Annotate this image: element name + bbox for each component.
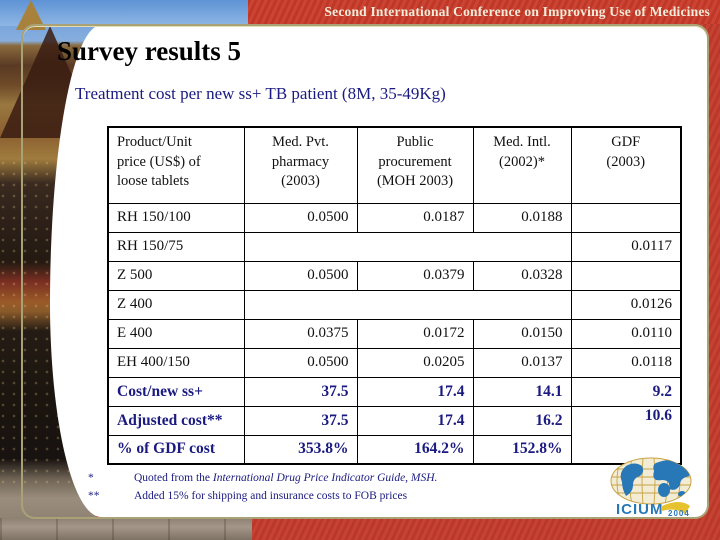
row-label: % of GDF cost: [107, 434, 245, 465]
table-row: Cost/new ss+ 37.5 17.4 14.1 9.2: [107, 376, 682, 407]
footnote-2: ** Added 15% for shipping and insurance …: [88, 488, 437, 506]
row-label: Z 400: [107, 289, 245, 320]
table-cell: 14.1: [472, 376, 572, 407]
table-row: RH 150/100 0.0500 0.0187 0.0188: [107, 202, 682, 233]
footnote-1: * Quoted from the International Drug Pri…: [88, 470, 437, 488]
table-cell: 0.0379: [356, 260, 474, 291]
cost-table: Product/Unit price (US$) of loose tablets M…: [107, 126, 682, 465]
table-cell: 0.0126: [570, 289, 682, 320]
row-label: RH 150/75: [107, 231, 245, 262]
cost-table-body: RH 150/100 0.0500 0.0187 0.0188 RH 150/75 0.0…: [107, 202, 682, 465]
table-cell: 164.2%: [356, 434, 474, 465]
table-cell: 0.0500: [243, 347, 358, 378]
table-row: Z 400 0.0126: [107, 289, 682, 320]
table-cell: [570, 260, 682, 291]
table-cell: 10.6: [570, 405, 682, 465]
column-header: Product/Unit price (US$) of loose tablets: [107, 126, 245, 204]
table-cell: 0.0110: [570, 318, 682, 349]
row-label: Adjusted cost**: [107, 405, 245, 436]
column-header: GDF (2003): [570, 126, 682, 204]
table-row: Z 500 0.0500 0.0379 0.0328: [107, 260, 682, 291]
row-label: RH 150/100: [107, 202, 245, 233]
table-cell: 17.4: [356, 405, 474, 436]
table-cell: 0.0172: [356, 318, 474, 349]
table-row: RH 150/75 0.0117: [107, 231, 682, 262]
table-cell: 0.0375: [243, 318, 358, 349]
column-header: Med. Intl. (2002)*: [472, 126, 572, 204]
footnote-2-marker: **: [88, 489, 100, 502]
conference-banner: Second International Conference on Impro…: [248, 0, 720, 24]
slide-subtitle: Treatment cost per new ss+ TB patient (8…: [75, 84, 446, 103]
page-title: Survey results 5: [57, 36, 242, 66]
table-cell: [243, 231, 572, 262]
row-label: E 400: [107, 318, 245, 349]
conference-banner-text: Second International Conference on Impro…: [324, 4, 710, 19]
footnote-1-marker: *: [88, 472, 94, 484]
table-row: Adjusted cost** 37.5 17.4 16.2 10.6: [107, 405, 682, 465]
row-label: Z 500: [107, 260, 245, 291]
row-label: EH 400/150: [107, 347, 245, 378]
footnote-1-text: Quoted from the International Drug Price…: [134, 472, 438, 484]
table-cell: 0.0328: [472, 260, 572, 291]
table-cell: 37.5: [243, 376, 358, 407]
footnote-2-text: Added 15% for shipping and insurance cos…: [134, 489, 408, 502]
globe-continents: [620, 460, 690, 497]
logo-swoosh: [662, 502, 690, 514]
cost-table-header: Product/Unit price (US$) of loose tablets M…: [107, 126, 682, 204]
table-cell: 152.8%: [472, 434, 572, 465]
table-cell: 0.0117: [570, 231, 682, 262]
table-cell: [243, 289, 572, 320]
header-row: Product/Unit price (US$) of loose tablets M…: [107, 126, 682, 204]
table-cell: 0.0188: [472, 202, 572, 233]
table-cell: 0.0205: [356, 347, 474, 378]
footnotes: * Quoted from the International Drug Pri…: [88, 470, 437, 506]
table-cell: 17.4: [356, 376, 474, 407]
table-cell: 0.0187: [356, 202, 474, 233]
table-cell: 0.0150: [472, 318, 572, 349]
temple-spire-decoration: [16, 0, 46, 30]
table-row: % of GDF cost 353.8% 164.2% 152.8%: [107, 434, 681, 465]
table-cell: 0.0137: [472, 347, 572, 378]
table-cell: 353.8%: [243, 434, 358, 465]
logo-name: ICIUM: [616, 501, 664, 518]
table-cell: 0.0500: [243, 260, 358, 291]
icium-logo: ICIUM 2004: [610, 457, 692, 518]
table-row: E 400 0.0375 0.0172 0.0150 0.0110: [107, 318, 682, 349]
table-cell: 0.0118: [570, 347, 682, 378]
column-header: Med. Pvt. pharmacy (2003): [243, 126, 358, 204]
logo-year: 2004: [668, 509, 690, 518]
table-cell: 16.2: [472, 405, 572, 436]
table-row: EH 400/150 0.0500 0.0205 0.0137 0.0118: [107, 347, 682, 378]
table-cell: 0.0500: [243, 202, 358, 233]
row-label: Cost/new ss+: [107, 376, 245, 407]
table-cell: 9.2: [570, 376, 682, 407]
table-cell: 37.5: [243, 405, 358, 436]
table-cell: [570, 202, 682, 233]
column-header: Public procurement (MOH 2003): [356, 126, 474, 204]
temple-steps-decoration: [0, 518, 252, 540]
